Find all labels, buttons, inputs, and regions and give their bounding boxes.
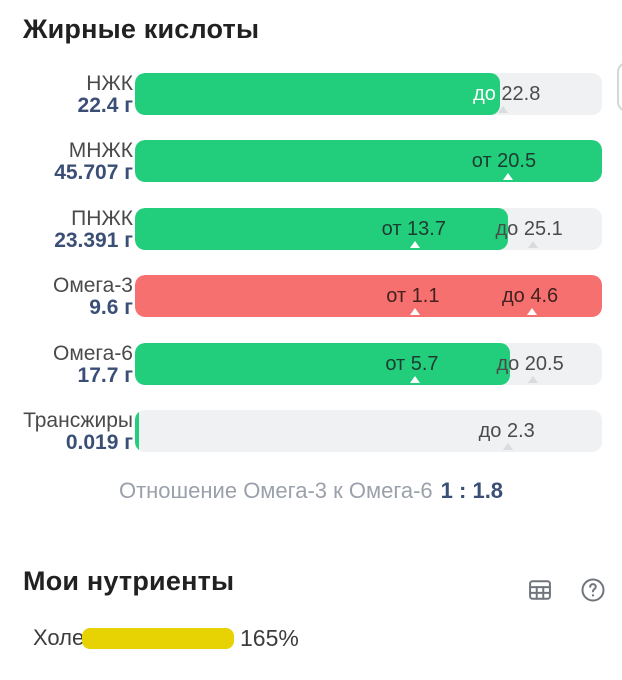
threshold-label: от 1.1 (386, 275, 439, 317)
fatty-acid-value: 9.6 г (89, 296, 133, 320)
fatty-acid-name: Омега-3 (52, 274, 133, 298)
section-title-my-nutrients: Мои нутриенты (23, 566, 235, 596)
fatty-acid-name: Омега-6 (52, 341, 133, 365)
fatty-acid-bar-track[interactable]: до 22.8 (135, 73, 602, 115)
threshold-marker-icon (526, 308, 537, 316)
threshold-label-part: 22.8 (501, 83, 541, 105)
partial-card-edge (617, 62, 622, 112)
fatty-acid-value: 45.707 г (54, 161, 133, 185)
fatty-acid-value: 0.019 г (65, 431, 133, 454)
fatty-acid-row: НЖК 22.4 г до 22.8 (0, 73, 622, 117)
threshold-label: от 5.7 (385, 343, 438, 385)
threshold-label-part: от 5.7 (385, 352, 439, 375)
threshold-label: до 25.1 (496, 208, 563, 250)
fatty-acid-bar-fill (135, 207, 509, 250)
nutrient-name: Холе (33, 625, 85, 650)
help-icon[interactable] (579, 576, 607, 604)
section-title-fatty-acids: Жирные кислоты (23, 14, 260, 44)
threshold-label: от 20.5 (472, 140, 536, 182)
threshold-marker-icon (497, 106, 508, 113)
fatty-acid-bar-fill (135, 410, 140, 452)
threshold-marker-icon (503, 173, 514, 181)
fatty-acid-value: 22.4 г (77, 94, 133, 117)
threshold-marker-icon (410, 240, 421, 248)
threshold-label-part: до 25.1 (495, 217, 563, 240)
threshold-label: до 20.5 (496, 343, 563, 385)
threshold-marker-icon (410, 375, 421, 383)
nutrient-bar (82, 628, 234, 649)
threshold-label-part: до 2.3 (478, 420, 535, 442)
fatty-acid-bar-track[interactable]: от 1.1 до 4.6 (135, 275, 602, 318)
fatty-acid-name: НЖК (86, 72, 133, 95)
threshold-marker-icon (527, 375, 538, 383)
fatty-acid-bar-track[interactable]: от 20.5 (135, 140, 602, 183)
table-icon[interactable] (526, 576, 554, 604)
fatty-acid-row: Омега-3 9.6 г от 1.1 до 4.6 (0, 275, 622, 319)
threshold-label: до 22.8 (473, 73, 540, 115)
fatty-acid-label: НЖК 22.4 г (0, 73, 133, 117)
nutrient-percent: 165% (240, 625, 299, 651)
fatty-acid-name: ПНЖК (71, 206, 133, 230)
fatty-acid-name: Трансжиры (23, 409, 133, 432)
threshold-marker-icon (503, 443, 514, 450)
threshold-label-part: от 1.1 (386, 285, 440, 308)
fatty-acid-bar-fill (135, 275, 602, 318)
threshold-marker-icon (527, 240, 538, 248)
threshold-label: до 2.3 (479, 410, 535, 452)
fatty-acid-bar-track[interactable]: от 13.7 до 25.1 (135, 207, 602, 250)
fatty-acid-value: 23.391 г (54, 228, 133, 252)
fatty-acid-label: МНЖК 45.707 г (0, 140, 133, 184)
fatty-acid-row: МНЖК 45.707 г от 20.5 (0, 140, 622, 184)
nutrient-row[interactable]: Холе 165% (0, 624, 622, 652)
threshold-marker-icon (409, 308, 420, 316)
threshold-label: до 4.6 (502, 275, 558, 317)
threshold-label-part: до (473, 83, 502, 105)
threshold-label: от 13.7 (382, 208, 446, 250)
fatty-acid-label: Трансжиры 0.019 г (0, 410, 133, 454)
fatty-acid-name: МНЖК (68, 139, 133, 163)
fatty-acid-row: Трансжиры 0.019 г до 2.3 (0, 410, 622, 454)
fatty-acid-label: ПНЖК 23.391 г (0, 206, 133, 252)
threshold-label-part: от 13.7 (381, 217, 446, 240)
threshold-label-part: до 20.5 (496, 352, 564, 375)
fatty-acid-bar-fill (135, 73, 501, 115)
omega-ratio-label: Отношение Омега-3 к Омега-6 (118, 478, 433, 503)
fatty-acid-bar-fill (135, 342, 510, 385)
fatty-acid-bar-fill (135, 140, 602, 183)
omega-ratio: Отношение Омега-3 к Омега-6 1 : 1.8 (0, 478, 622, 504)
fatty-acid-row: Омега-6 17.7 г от 5.7 до 20.5 (0, 341, 622, 387)
fatty-acid-label: Омега-3 9.6 г (0, 275, 133, 319)
fatty-acid-row: ПНЖК 23.391 г от 13.7 до 25.1 (0, 206, 622, 252)
fatty-acid-bar-track[interactable]: до 2.3 (135, 410, 602, 452)
threshold-label-part: до 4.6 (502, 285, 559, 308)
threshold-label-part: от 20.5 (471, 150, 537, 173)
fatty-acid-value: 17.7 г (77, 363, 133, 387)
omega-ratio-value: 1 : 1.8 (440, 478, 504, 503)
fatty-acid-bar-track[interactable]: от 5.7 до 20.5 (135, 342, 602, 385)
fatty-acid-label: Омега-6 17.7 г (0, 341, 133, 387)
